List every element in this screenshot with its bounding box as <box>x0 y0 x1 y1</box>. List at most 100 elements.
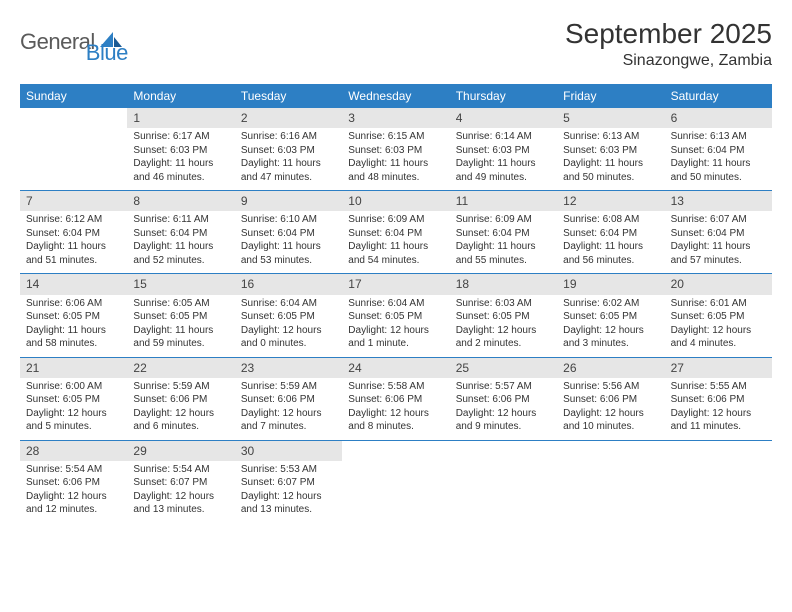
sunrise-text: Sunrise: 6:05 AM <box>133 297 228 311</box>
sunset-text: Sunset: 6:05 PM <box>26 310 121 324</box>
calendar-cell: 27Sunrise: 5:55 AMSunset: 6:06 PMDayligh… <box>665 358 772 440</box>
cell-body: Sunrise: 6:11 AMSunset: 6:04 PMDaylight:… <box>127 211 234 273</box>
sunrise-text: Sunrise: 6:00 AM <box>26 380 121 394</box>
cell-body: Sunrise: 5:56 AMSunset: 6:06 PMDaylight:… <box>557 378 664 440</box>
calendar-cell <box>342 441 449 523</box>
day-number: 13 <box>665 191 772 211</box>
month-title: September 2025 <box>565 18 772 50</box>
day-number: 21 <box>20 358 127 378</box>
day-number: 2 <box>235 108 342 128</box>
day-number: 8 <box>127 191 234 211</box>
calendar-cell <box>20 108 127 190</box>
weekday-header: Thursday <box>450 84 557 108</box>
logo-text-general: General <box>20 29 95 55</box>
sunset-text: Sunset: 6:04 PM <box>348 227 443 241</box>
calendar-cell: 8Sunrise: 6:11 AMSunset: 6:04 PMDaylight… <box>127 191 234 273</box>
sunrise-text: Sunrise: 6:14 AM <box>456 130 551 144</box>
sunrise-text: Sunrise: 5:58 AM <box>348 380 443 394</box>
daylight-text: Daylight: 12 hours and 9 minutes. <box>456 407 551 434</box>
sunset-text: Sunset: 6:07 PM <box>133 476 228 490</box>
sunset-text: Sunset: 6:06 PM <box>456 393 551 407</box>
cell-body: Sunrise: 5:55 AMSunset: 6:06 PMDaylight:… <box>665 378 772 440</box>
calendar-cell: 7Sunrise: 6:12 AMSunset: 6:04 PMDaylight… <box>20 191 127 273</box>
sunrise-text: Sunrise: 5:59 AM <box>133 380 228 394</box>
logo-text-blue: Blue <box>86 40 128 66</box>
day-number: 20 <box>665 274 772 294</box>
calendar-cell: 26Sunrise: 5:56 AMSunset: 6:06 PMDayligh… <box>557 358 664 440</box>
sunrise-text: Sunrise: 5:57 AM <box>456 380 551 394</box>
sunset-text: Sunset: 6:04 PM <box>563 227 658 241</box>
weekday-header: Wednesday <box>342 84 449 108</box>
daylight-text: Daylight: 11 hours and 58 minutes. <box>26 324 121 351</box>
daylight-text: Daylight: 12 hours and 5 minutes. <box>26 407 121 434</box>
day-number: 30 <box>235 441 342 461</box>
daylight-text: Daylight: 11 hours and 50 minutes. <box>563 157 658 184</box>
daylight-text: Daylight: 12 hours and 6 minutes. <box>133 407 228 434</box>
sunset-text: Sunset: 6:04 PM <box>671 227 766 241</box>
sunset-text: Sunset: 6:04 PM <box>241 227 336 241</box>
calendar-cell: 10Sunrise: 6:09 AMSunset: 6:04 PMDayligh… <box>342 191 449 273</box>
daylight-text: Daylight: 12 hours and 13 minutes. <box>241 490 336 517</box>
cell-body: Sunrise: 6:13 AMSunset: 6:04 PMDaylight:… <box>665 128 772 190</box>
day-number: 9 <box>235 191 342 211</box>
location: Sinazongwe, Zambia <box>565 52 772 70</box>
calendar-cell: 30Sunrise: 5:53 AMSunset: 6:07 PMDayligh… <box>235 441 342 523</box>
sunrise-text: Sunrise: 6:09 AM <box>456 213 551 227</box>
calendar-cell: 2Sunrise: 6:16 AMSunset: 6:03 PMDaylight… <box>235 108 342 190</box>
day-number: 29 <box>127 441 234 461</box>
sunrise-text: Sunrise: 6:13 AM <box>671 130 766 144</box>
calendar-cell: 12Sunrise: 6:08 AMSunset: 6:04 PMDayligh… <box>557 191 664 273</box>
cell-body: Sunrise: 6:09 AMSunset: 6:04 PMDaylight:… <box>342 211 449 273</box>
calendar-cell: 28Sunrise: 5:54 AMSunset: 6:06 PMDayligh… <box>20 441 127 523</box>
cell-body: Sunrise: 6:06 AMSunset: 6:05 PMDaylight:… <box>20 295 127 357</box>
calendar-cell: 25Sunrise: 5:57 AMSunset: 6:06 PMDayligh… <box>450 358 557 440</box>
calendar-cell: 11Sunrise: 6:09 AMSunset: 6:04 PMDayligh… <box>450 191 557 273</box>
day-number: 14 <box>20 274 127 294</box>
sunrise-text: Sunrise: 6:08 AM <box>563 213 658 227</box>
cell-body: Sunrise: 5:53 AMSunset: 6:07 PMDaylight:… <box>235 461 342 523</box>
cell-body: Sunrise: 6:08 AMSunset: 6:04 PMDaylight:… <box>557 211 664 273</box>
calendar-cell: 18Sunrise: 6:03 AMSunset: 6:05 PMDayligh… <box>450 274 557 356</box>
sunrise-text: Sunrise: 6:16 AM <box>241 130 336 144</box>
calendar-cell: 19Sunrise: 6:02 AMSunset: 6:05 PMDayligh… <box>557 274 664 356</box>
calendar-cell: 6Sunrise: 6:13 AMSunset: 6:04 PMDaylight… <box>665 108 772 190</box>
calendar-week: 1Sunrise: 6:17 AMSunset: 6:03 PMDaylight… <box>20 108 772 190</box>
day-number: 28 <box>20 441 127 461</box>
day-number: 17 <box>342 274 449 294</box>
day-number: 16 <box>235 274 342 294</box>
daylight-text: Daylight: 11 hours and 48 minutes. <box>348 157 443 184</box>
sunrise-text: Sunrise: 5:53 AM <box>241 463 336 477</box>
sunrise-text: Sunrise: 6:12 AM <box>26 213 121 227</box>
sunset-text: Sunset: 6:06 PM <box>671 393 766 407</box>
sunrise-text: Sunrise: 6:04 AM <box>348 297 443 311</box>
cell-body: Sunrise: 6:09 AMSunset: 6:04 PMDaylight:… <box>450 211 557 273</box>
calendar-cell: 4Sunrise: 6:14 AMSunset: 6:03 PMDaylight… <box>450 108 557 190</box>
weekday-header: Sunday <box>20 84 127 108</box>
sunrise-text: Sunrise: 6:01 AM <box>671 297 766 311</box>
sunset-text: Sunset: 6:05 PM <box>671 310 766 324</box>
sunrise-text: Sunrise: 6:09 AM <box>348 213 443 227</box>
day-number: 22 <box>127 358 234 378</box>
daylight-text: Daylight: 12 hours and 0 minutes. <box>241 324 336 351</box>
page-header: General Blue September 2025 Sinazongwe, … <box>20 18 772 70</box>
sunset-text: Sunset: 6:05 PM <box>348 310 443 324</box>
day-number: 24 <box>342 358 449 378</box>
daylight-text: Daylight: 12 hours and 3 minutes. <box>563 324 658 351</box>
calendar-cell: 1Sunrise: 6:17 AMSunset: 6:03 PMDaylight… <box>127 108 234 190</box>
cell-body: Sunrise: 6:03 AMSunset: 6:05 PMDaylight:… <box>450 295 557 357</box>
logo: General Blue <box>20 18 128 66</box>
daylight-text: Daylight: 12 hours and 12 minutes. <box>26 490 121 517</box>
day-number: 12 <box>557 191 664 211</box>
cell-body: Sunrise: 6:00 AMSunset: 6:05 PMDaylight:… <box>20 378 127 440</box>
sunrise-text: Sunrise: 6:06 AM <box>26 297 121 311</box>
day-number: 10 <box>342 191 449 211</box>
sunset-text: Sunset: 6:06 PM <box>348 393 443 407</box>
cell-body: Sunrise: 6:13 AMSunset: 6:03 PMDaylight:… <box>557 128 664 190</box>
calendar-cell <box>557 441 664 523</box>
daylight-text: Daylight: 11 hours and 57 minutes. <box>671 240 766 267</box>
daylight-text: Daylight: 11 hours and 52 minutes. <box>133 240 228 267</box>
calendar-cell: 3Sunrise: 6:15 AMSunset: 6:03 PMDaylight… <box>342 108 449 190</box>
cell-body: Sunrise: 6:05 AMSunset: 6:05 PMDaylight:… <box>127 295 234 357</box>
calendar-cell: 5Sunrise: 6:13 AMSunset: 6:03 PMDaylight… <box>557 108 664 190</box>
sunset-text: Sunset: 6:05 PM <box>563 310 658 324</box>
